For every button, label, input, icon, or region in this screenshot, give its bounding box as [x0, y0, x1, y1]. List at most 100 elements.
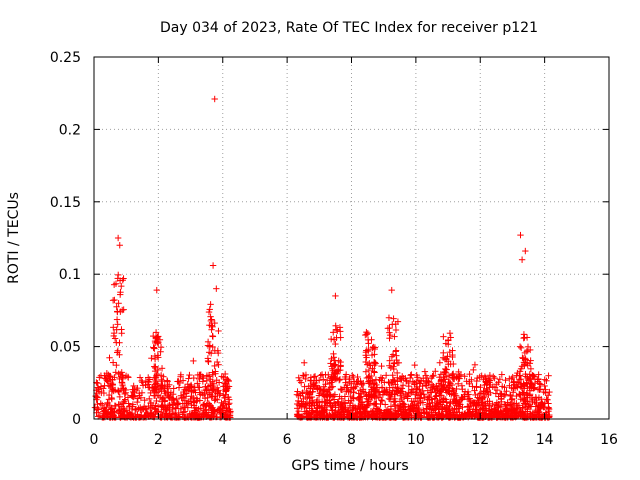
data-point	[405, 411, 412, 418]
data-point	[546, 388, 553, 396]
data-point	[211, 410, 218, 418]
data-point	[498, 371, 506, 378]
data-point	[525, 401, 533, 409]
data-point	[110, 281, 118, 288]
data-point	[392, 326, 400, 334]
data-point	[495, 404, 502, 411]
data-point	[114, 234, 122, 242]
data-point	[439, 354, 447, 361]
data-point	[520, 389, 528, 396]
data-point	[163, 377, 171, 384]
data-point	[531, 373, 538, 381]
data-point	[154, 352, 161, 359]
y-tick-label: 0.05	[50, 340, 81, 356]
data-point	[101, 382, 108, 389]
data-point	[358, 380, 365, 387]
data-point	[363, 392, 370, 399]
data-point	[386, 357, 393, 364]
data-point	[298, 390, 306, 397]
data-point	[496, 376, 504, 383]
data-point	[519, 405, 526, 413]
data-point	[446, 348, 453, 356]
data-point	[316, 408, 324, 415]
data-point	[146, 395, 153, 403]
data-point	[379, 375, 386, 382]
data-point	[418, 377, 425, 385]
data-point	[368, 336, 375, 343]
data-point	[220, 383, 227, 390]
data-point	[311, 373, 319, 380]
data-point	[323, 396, 331, 403]
data-point	[311, 379, 319, 387]
data-point	[190, 374, 197, 382]
data-point	[372, 376, 380, 383]
data-point	[364, 330, 372, 337]
data-point	[517, 344, 525, 352]
data-point	[187, 410, 195, 417]
data-point	[392, 348, 399, 355]
data-point	[222, 376, 230, 383]
data-point	[475, 395, 483, 402]
x-axis-label: GPS time / hours	[291, 458, 408, 474]
data-point	[315, 377, 323, 384]
data-point	[293, 391, 301, 398]
data-point	[429, 385, 436, 393]
data-point	[141, 412, 148, 419]
data-point	[399, 400, 406, 407]
data-point	[335, 400, 343, 407]
data-point	[516, 343, 524, 350]
y-axis-label: ROTI / TECUs	[6, 192, 22, 284]
data-point	[531, 398, 538, 406]
data-point	[187, 381, 195, 389]
data-point	[440, 333, 447, 340]
data-point	[307, 382, 315, 390]
data-point	[522, 408, 529, 416]
data-point	[316, 384, 323, 392]
data-point	[419, 382, 426, 390]
data-point	[148, 404, 156, 411]
data-point	[364, 401, 372, 409]
data-points	[91, 95, 553, 421]
data-point	[451, 390, 459, 398]
data-point	[302, 375, 309, 383]
data-point	[343, 388, 350, 395]
data-point	[104, 399, 111, 406]
data-point	[302, 410, 310, 417]
data-point	[411, 361, 418, 369]
data-point	[306, 395, 314, 402]
data-point	[103, 376, 110, 384]
data-point	[446, 330, 454, 337]
data-point	[176, 379, 184, 387]
data-point	[436, 392, 444, 399]
data-point	[313, 414, 321, 421]
data-point	[100, 404, 108, 412]
data-point	[106, 373, 113, 380]
data-point	[208, 316, 215, 323]
data-point	[359, 404, 366, 411]
data-point	[503, 406, 510, 414]
data-point	[501, 384, 508, 391]
data-point	[327, 384, 335, 391]
data-point	[333, 326, 340, 333]
data-point	[320, 391, 327, 398]
y-tick-label: 0.15	[50, 195, 81, 211]
data-point	[534, 376, 541, 383]
data-point	[109, 359, 117, 366]
data-point	[104, 375, 112, 382]
data-point	[443, 355, 450, 363]
data-point	[540, 388, 547, 396]
data-point	[418, 414, 425, 421]
data-point	[414, 409, 422, 416]
data-point	[318, 371, 326, 378]
data-point	[207, 301, 214, 308]
data-point	[202, 383, 209, 390]
data-point	[350, 389, 357, 396]
data-point	[328, 375, 335, 382]
data-point	[295, 412, 302, 419]
data-point	[152, 402, 159, 409]
data-point	[137, 394, 145, 402]
data-point	[365, 366, 373, 374]
data-point	[344, 408, 351, 415]
data-point	[336, 376, 344, 383]
data-point	[145, 402, 152, 410]
